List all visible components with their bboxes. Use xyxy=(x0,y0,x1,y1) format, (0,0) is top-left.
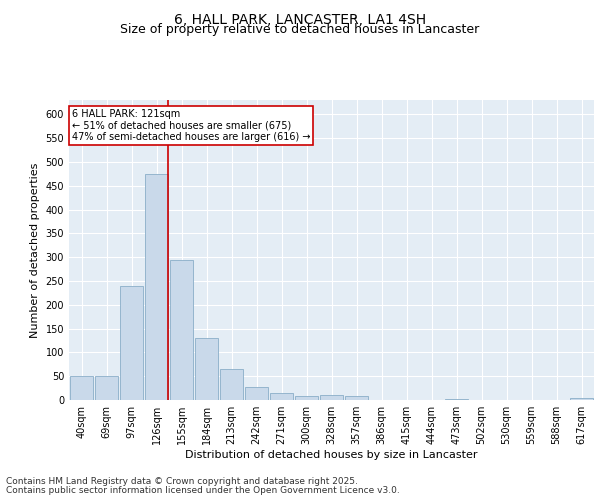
Bar xyxy=(270,393,293,400)
Bar xyxy=(245,386,268,400)
Text: Contains HM Land Registry data © Crown copyright and database right 2025.: Contains HM Land Registry data © Crown c… xyxy=(6,477,358,486)
Bar xyxy=(320,395,343,400)
Bar xyxy=(145,174,168,400)
Bar xyxy=(220,369,243,400)
Bar xyxy=(570,398,593,400)
Bar xyxy=(445,398,468,400)
Text: 6 HALL PARK: 121sqm
← 51% of detached houses are smaller (675)
47% of semi-detac: 6 HALL PARK: 121sqm ← 51% of detached ho… xyxy=(71,109,310,142)
Text: Size of property relative to detached houses in Lancaster: Size of property relative to detached ho… xyxy=(121,24,479,36)
Text: Contains public sector information licensed under the Open Government Licence v3: Contains public sector information licen… xyxy=(6,486,400,495)
Bar xyxy=(345,396,368,400)
Bar xyxy=(70,376,93,400)
Bar xyxy=(95,376,118,400)
Y-axis label: Number of detached properties: Number of detached properties xyxy=(30,162,40,338)
Bar xyxy=(120,286,143,400)
Text: 6, HALL PARK, LANCASTER, LA1 4SH: 6, HALL PARK, LANCASTER, LA1 4SH xyxy=(174,12,426,26)
Bar xyxy=(295,396,318,400)
Bar xyxy=(195,338,218,400)
X-axis label: Distribution of detached houses by size in Lancaster: Distribution of detached houses by size … xyxy=(185,450,478,460)
Bar xyxy=(170,260,193,400)
